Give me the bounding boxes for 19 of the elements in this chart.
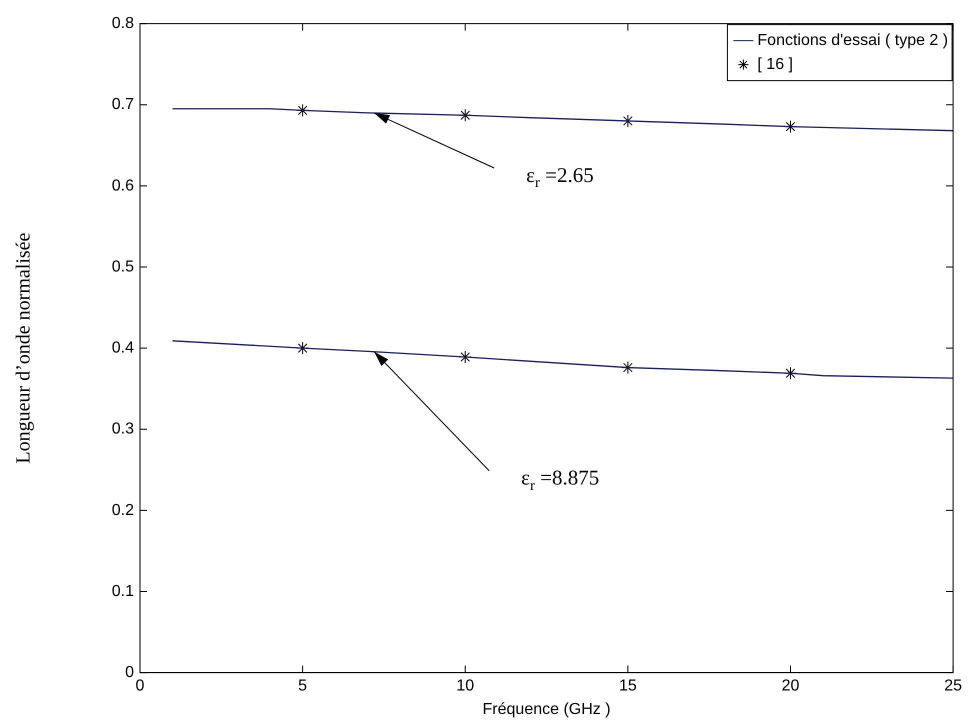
y-tick-label: 0.3 — [112, 420, 134, 438]
x-tick-label: 15 — [618, 678, 637, 695]
x-axis-title: Fréquence (GHz ) — [482, 700, 611, 718]
y-axis-title: Longueur d’onde normalisée — [12, 232, 34, 464]
y-tick-label: 0.2 — [112, 502, 134, 519]
point — [784, 366, 797, 380]
y-tick-label: 0 — [125, 664, 134, 682]
legend-label: Fonctions d'essai ( type 2 ) — [757, 32, 948, 50]
x-tick-label: 10 — [456, 678, 474, 695]
legend-label: [ 16 ] — [757, 56, 793, 74]
y-tick-label: 0.1 — [112, 582, 134, 600]
x-tick-label: 25 — [944, 678, 962, 695]
y-tick-label: 0.4 — [112, 340, 134, 357]
y-tick-label: 0.8 — [112, 15, 134, 32]
y-tick-label: 0.5 — [112, 258, 134, 276]
x-tick-label: 20 — [782, 678, 800, 695]
x-tick-label: 5 — [298, 678, 308, 695]
y-tick-label: 0.6 — [112, 177, 134, 194]
y-tick-label: 0.7 — [112, 96, 134, 114]
